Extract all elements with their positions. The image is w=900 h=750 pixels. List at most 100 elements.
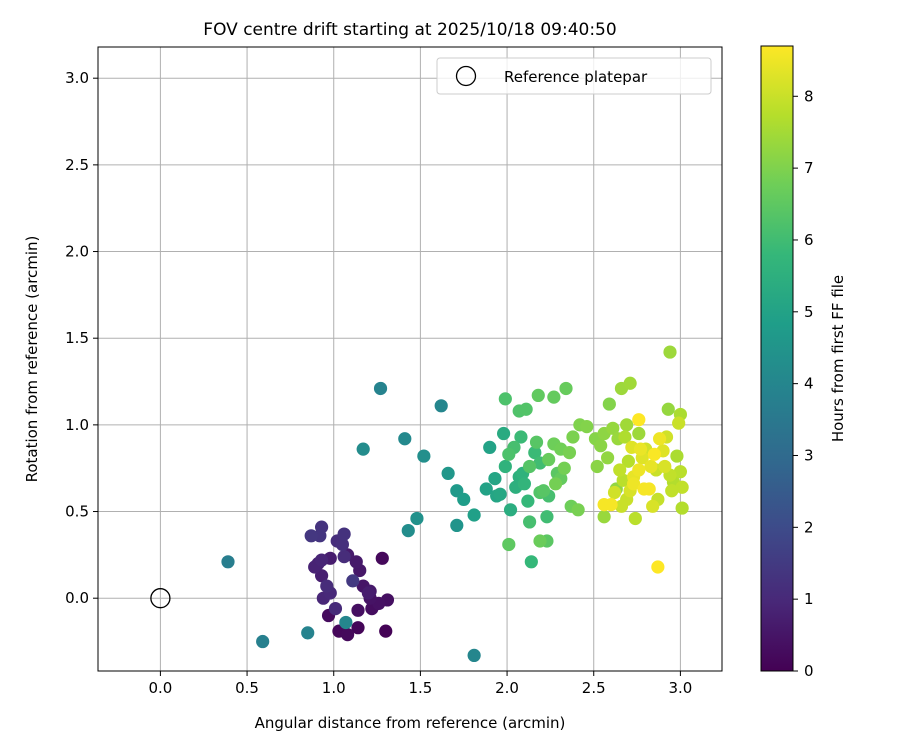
data-point — [457, 492, 471, 506]
data-point — [301, 626, 315, 640]
data-point — [521, 494, 535, 508]
data-point — [618, 430, 632, 444]
data-point — [523, 459, 537, 474]
data-point — [256, 634, 270, 649]
data-point — [646, 499, 660, 513]
data-point — [533, 534, 547, 548]
grid-lines — [98, 47, 722, 671]
data-point — [604, 498, 618, 512]
data-point — [620, 418, 634, 432]
data-point — [607, 485, 622, 500]
data-point — [637, 482, 651, 496]
x-tick-label: 1.0 — [322, 679, 346, 697]
data-point — [540, 510, 554, 524]
data-point — [450, 518, 464, 533]
data-point — [498, 392, 512, 406]
data-point — [571, 503, 585, 517]
y-axis-ticks: 0.0 0.5 1.0 1.5 2.0 2.5 3.0 — [65, 69, 98, 607]
data-point — [536, 484, 551, 498]
x-tick-label: 1.5 — [408, 679, 432, 697]
data-point — [351, 621, 365, 635]
data-point — [502, 537, 516, 552]
data-point — [566, 430, 580, 444]
data-point — [616, 473, 630, 487]
data-point — [417, 449, 431, 463]
data-point — [547, 390, 561, 404]
data-point — [398, 432, 412, 446]
data-point — [483, 440, 497, 454]
data-point — [594, 439, 608, 453]
data-point — [661, 402, 675, 416]
legend-label: Reference platepar — [504, 68, 648, 86]
data-point — [658, 459, 672, 474]
legend: Reference platepar — [436, 57, 712, 95]
data-point — [514, 430, 528, 444]
colorbar-label: Hours from first FF file — [829, 275, 847, 442]
data-point — [351, 603, 365, 617]
y-tick-label: 3.0 — [65, 69, 89, 87]
data-point — [632, 463, 646, 477]
data-point — [628, 511, 642, 526]
colorbar-tick-label: 5 — [804, 303, 814, 321]
data-point — [614, 499, 629, 513]
data-point — [528, 446, 542, 460]
y-tick-label: 2.5 — [65, 156, 89, 174]
data-point — [373, 381, 388, 396]
reference-platepar-marker — [150, 588, 171, 609]
data-point — [493, 487, 507, 501]
data-point — [549, 477, 563, 491]
x-tick-label: 3.0 — [668, 679, 692, 697]
x-axis-label: Angular distance from reference (arcmin) — [255, 714, 566, 732]
data-point — [670, 449, 684, 463]
data-point — [602, 397, 616, 411]
data-point — [467, 648, 481, 663]
data-point — [601, 451, 615, 465]
data-point — [320, 579, 334, 593]
data-point — [647, 447, 662, 461]
data-point — [498, 459, 512, 474]
data-point — [672, 416, 686, 430]
scatter-points — [221, 345, 689, 663]
data-point — [644, 459, 658, 474]
data-point — [375, 551, 389, 565]
data-point — [304, 529, 318, 543]
data-point — [562, 446, 577, 460]
y-tick-label: 1.5 — [65, 329, 89, 347]
x-tick-label: 2.0 — [495, 679, 519, 697]
x-tick-label: 2.5 — [582, 679, 606, 697]
reference-marker-group — [150, 588, 171, 609]
data-point — [346, 574, 360, 588]
data-point — [497, 426, 511, 441]
data-point — [665, 484, 679, 498]
data-point — [542, 452, 556, 467]
y-tick-label: 1.0 — [65, 416, 89, 434]
data-point — [621, 454, 636, 468]
data-point — [651, 560, 665, 574]
data-point — [503, 503, 518, 517]
data-point — [337, 527, 351, 541]
data-point — [434, 399, 448, 413]
chart-title: FOV centre drift starting at 2025/10/18 … — [203, 20, 616, 40]
data-point — [337, 550, 351, 564]
data-point — [467, 508, 481, 522]
data-point — [517, 477, 532, 491]
colorbar-tick-label: 0 — [804, 662, 814, 680]
data-point — [675, 501, 689, 515]
data-point — [361, 586, 375, 600]
y-tick-label: 0.5 — [65, 503, 89, 521]
data-point — [379, 624, 393, 638]
data-point — [479, 482, 493, 496]
y-axis-label: Rotation from reference (arcmin) — [23, 236, 41, 483]
data-point — [580, 420, 594, 434]
colorbar-tick-label: 1 — [804, 590, 814, 608]
plot-frame — [97, 46, 723, 672]
data-point — [633, 442, 648, 456]
x-axis-ticks: 0.0 0.5 1.0 1.5 2.0 2.5 3.0 — [148, 671, 692, 697]
data-point — [339, 615, 353, 630]
data-point — [529, 435, 544, 449]
data-point — [653, 432, 667, 446]
data-point — [673, 465, 688, 479]
data-point — [663, 345, 677, 359]
data-point — [221, 555, 235, 569]
data-point — [590, 459, 604, 474]
